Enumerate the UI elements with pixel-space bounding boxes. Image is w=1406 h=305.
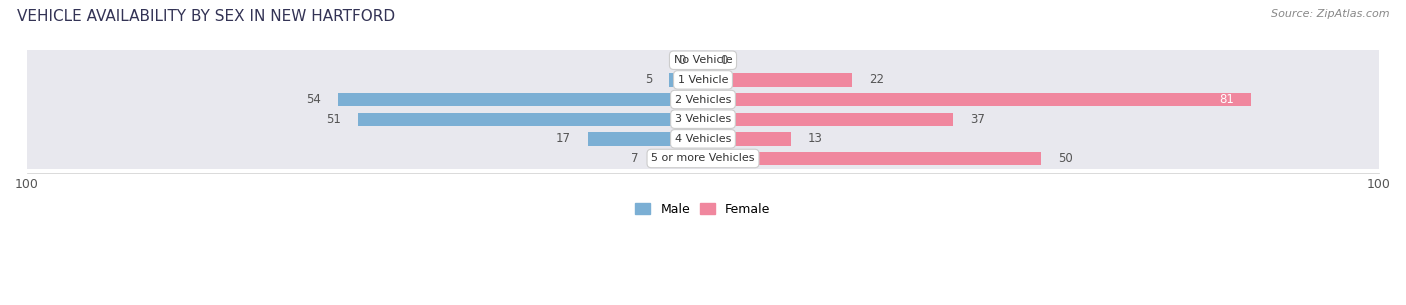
Text: 5: 5 bbox=[645, 74, 652, 86]
Bar bbox=[703, 113, 953, 126]
Bar bbox=[27, 89, 1379, 110]
Text: No Vehicle: No Vehicle bbox=[673, 55, 733, 65]
Bar bbox=[669, 73, 703, 87]
Bar bbox=[703, 73, 852, 87]
Bar bbox=[588, 132, 703, 145]
Bar bbox=[27, 148, 1379, 169]
Bar bbox=[27, 128, 1379, 149]
Text: 13: 13 bbox=[808, 132, 823, 145]
Bar bbox=[703, 152, 1040, 165]
Text: 51: 51 bbox=[326, 113, 342, 126]
Text: 0: 0 bbox=[720, 54, 727, 67]
Bar bbox=[703, 93, 1250, 106]
Text: 50: 50 bbox=[1057, 152, 1073, 165]
Text: 81: 81 bbox=[1219, 93, 1233, 106]
Text: VEHICLE AVAILABILITY BY SEX IN NEW HARTFORD: VEHICLE AVAILABILITY BY SEX IN NEW HARTF… bbox=[17, 9, 395, 24]
Text: 0: 0 bbox=[679, 54, 686, 67]
Text: Source: ZipAtlas.com: Source: ZipAtlas.com bbox=[1271, 9, 1389, 19]
Text: 54: 54 bbox=[307, 93, 321, 106]
Bar bbox=[703, 132, 792, 145]
Text: 7: 7 bbox=[631, 152, 638, 165]
Bar bbox=[27, 50, 1379, 70]
Bar bbox=[655, 152, 703, 165]
Bar bbox=[27, 70, 1379, 90]
Bar bbox=[337, 93, 703, 106]
Bar bbox=[359, 113, 703, 126]
Text: 5 or more Vehicles: 5 or more Vehicles bbox=[651, 153, 755, 163]
Text: 3 Vehicles: 3 Vehicles bbox=[675, 114, 731, 124]
Text: 22: 22 bbox=[869, 74, 883, 86]
Text: 2 Vehicles: 2 Vehicles bbox=[675, 95, 731, 105]
Legend: Male, Female: Male, Female bbox=[630, 198, 776, 221]
Text: 1 Vehicle: 1 Vehicle bbox=[678, 75, 728, 85]
Bar bbox=[27, 109, 1379, 130]
Text: 37: 37 bbox=[970, 113, 986, 126]
Text: 4 Vehicles: 4 Vehicles bbox=[675, 134, 731, 144]
Text: 17: 17 bbox=[557, 132, 571, 145]
